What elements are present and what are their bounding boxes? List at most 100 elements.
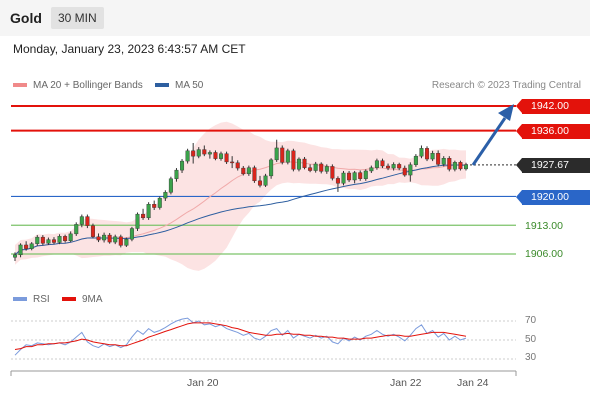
legend-ma20-label: MA 20 + Bollinger Bands — [33, 80, 143, 91]
candle-body — [57, 236, 62, 243]
rsi-tick-30: 30 — [525, 352, 537, 363]
candle-body — [85, 216, 90, 226]
legend-ma20-bb: MA 20 + Bollinger Bands — [13, 80, 143, 91]
rsi-line — [14, 317, 467, 356]
candle-body — [163, 192, 168, 199]
candle-body — [458, 162, 463, 170]
x-label-jan20: Jan 20 — [187, 377, 219, 389]
candle-body — [380, 160, 385, 167]
arrow-head — [498, 104, 514, 121]
support-2-label: 1906.00 — [525, 248, 563, 260]
legend-9ma-label: 9MA — [82, 294, 103, 305]
candle-body — [235, 162, 240, 169]
candle-body — [330, 166, 335, 179]
candle-body — [447, 158, 452, 170]
candle-body — [269, 159, 274, 177]
candle-body — [280, 147, 285, 163]
candle-body — [135, 213, 140, 229]
candle-body — [296, 158, 301, 170]
candle-body — [24, 244, 29, 249]
candle-body — [257, 180, 262, 186]
candle-body — [90, 225, 95, 237]
last-price-tag: 1927.67 — [516, 158, 590, 173]
ma20-swatch — [13, 83, 27, 88]
legend-ma50-label: MA 50 — [175, 80, 204, 91]
candle-body — [124, 238, 129, 246]
candle-body — [369, 167, 374, 172]
timeframe-selector[interactable]: 30 MIN — [51, 7, 104, 29]
candle-body — [102, 234, 107, 241]
moving-averages — [14, 161, 467, 256]
candle-body — [224, 153, 229, 163]
top-bar: Gold 30 MIN — [0, 0, 590, 36]
x-label-jan24: Jan 24 — [457, 377, 489, 389]
candle-body — [408, 164, 413, 176]
candle-body — [246, 167, 251, 175]
candle-body — [358, 172, 363, 179]
instrument-title: Gold — [10, 10, 42, 26]
resistance-1-tag: 1936.00 — [516, 124, 590, 139]
candle-body — [180, 160, 185, 171]
candle-body — [291, 150, 296, 170]
candle-body — [308, 167, 313, 171]
legend-rsi: RSI — [13, 294, 50, 305]
arrow-shaft — [471, 117, 507, 166]
candle-body — [157, 197, 162, 208]
candle-body — [374, 160, 379, 168]
support-1-label: 1913.00 — [525, 220, 563, 232]
candle-body — [363, 170, 368, 179]
candle-body — [29, 243, 34, 249]
candle-body — [263, 175, 268, 186]
candle-body — [18, 244, 23, 256]
candle-body — [12, 254, 17, 258]
candle-body — [191, 150, 196, 157]
candle-body — [79, 216, 84, 225]
candle-body — [391, 164, 396, 169]
candle-body — [152, 204, 157, 208]
pivot-tag: 1920.00 — [516, 190, 590, 205]
ma50-swatch — [155, 83, 169, 88]
candle-body — [129, 228, 134, 240]
time-axis — [10, 370, 517, 376]
candle-body — [425, 148, 430, 160]
candle-body — [252, 167, 257, 182]
candle-body — [107, 234, 112, 243]
projection-arrow — [471, 104, 514, 166]
candle-body — [51, 239, 56, 243]
candle-body — [213, 152, 218, 159]
ma50-line — [14, 164, 467, 256]
candle-body — [352, 172, 357, 181]
candle-body — [397, 164, 402, 169]
candle-body — [63, 236, 68, 242]
candle-body — [207, 152, 212, 155]
candle-body — [202, 149, 207, 155]
candle-body — [347, 172, 352, 181]
candle-body — [118, 236, 123, 246]
research-credit: Research © 2023 Trading Central — [431, 80, 581, 91]
candlesticks — [12, 139, 469, 261]
rsi-tick-50: 50 — [525, 334, 537, 345]
candle-body — [413, 155, 418, 165]
candle-body — [219, 153, 224, 159]
legend-9ma: 9MA — [62, 294, 103, 305]
candle-body — [168, 178, 173, 193]
candle-body — [419, 148, 424, 157]
candle-body — [341, 172, 346, 184]
candle-body — [313, 163, 318, 171]
candle-body — [46, 239, 51, 244]
x-label-jan22: Jan 22 — [390, 377, 422, 389]
candle-body — [386, 165, 391, 169]
candle-body — [302, 158, 307, 168]
candle-body — [324, 166, 329, 172]
resistance-2-tag: 1942.00 — [516, 99, 590, 114]
candle-body — [464, 164, 469, 170]
candle-body — [40, 236, 45, 244]
candle-body — [141, 213, 146, 219]
candle-body — [274, 147, 279, 161]
rsi-swatch — [13, 297, 27, 302]
candle-body — [174, 169, 179, 179]
candle-body — [196, 149, 201, 157]
candle-body — [230, 161, 235, 164]
candle-body — [319, 163, 324, 172]
